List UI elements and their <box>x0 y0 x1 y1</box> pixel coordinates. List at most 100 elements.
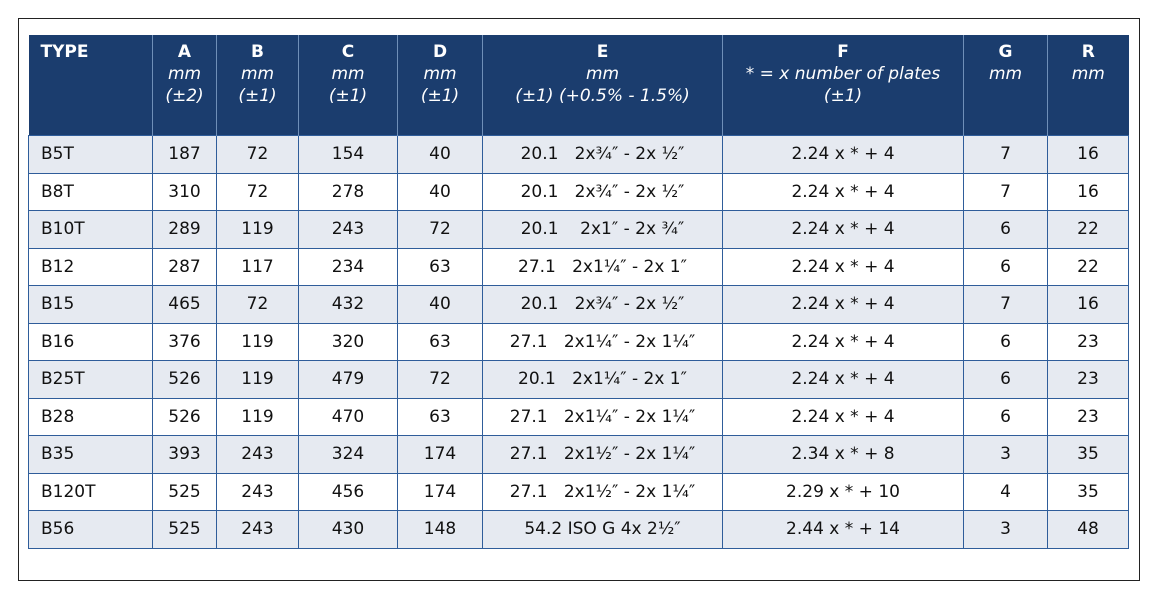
value-cell: 20.1 2x¾″ - 2x ½″ <box>482 172 723 211</box>
table-row: B25T 526 119 479 72 20.1 2x1¼″ - 2x 1″ 2.24 x … <box>28 360 1129 399</box>
column-unit: mm <box>1071 64 1105 84</box>
column-title: A <box>177 42 192 62</box>
table-body: B5T 187 72 154 40 20.1 2x¾″ - 2x ½″ 2.24 x * +… <box>28 135 1129 549</box>
value-cell: 2.29 x * + 10 <box>722 472 964 511</box>
value-cell: 479 <box>298 360 398 399</box>
value-cell: 7 <box>963 172 1048 211</box>
value-cell: 470 <box>298 397 398 436</box>
value-cell: 27.1 2x1½″ - 2x 1¼″ <box>482 472 723 511</box>
value-cell: 6 <box>963 210 1048 249</box>
value-cell: 16 <box>1047 172 1129 211</box>
frame <box>18 18 1140 581</box>
table-row: B28 526 119 470 63 27.1 2x1¼″ - 2x 1¼″ 2.24 x … <box>28 397 1129 436</box>
value-cell: 27.1 2x1¼″ - 2x 1¼″ <box>482 322 723 361</box>
value-cell: 23 <box>1047 397 1129 436</box>
value-cell: 525 <box>152 472 217 511</box>
value-cell: 63 <box>397 322 483 361</box>
value-cell: 526 <box>152 397 217 436</box>
value-cell: 72 <box>216 285 299 324</box>
value-cell: 278 <box>298 172 398 211</box>
value-cell: 20.1 2x1″ - 2x ¾″ <box>482 210 723 249</box>
column-unit: (±1) (+0.5% - 1.5%) <box>515 86 690 106</box>
table-row: B10T 289 119 243 72 20.1 2x1″ - 2x ¾″ 2.24 x *… <box>28 210 1129 249</box>
value-cell: 40 <box>397 285 483 324</box>
value-cell: 35 <box>1047 435 1129 474</box>
value-cell: 72 <box>397 360 483 399</box>
type-cell: B8T <box>28 172 153 211</box>
value-cell: 23 <box>1047 322 1129 361</box>
value-cell: 289 <box>152 210 217 249</box>
column-title: G <box>998 42 1013 62</box>
value-cell: 7 <box>963 285 1048 324</box>
value-cell: 526 <box>152 360 217 399</box>
type-cell: B10T <box>28 210 153 249</box>
value-cell: 72 <box>397 210 483 249</box>
value-cell: 243 <box>216 510 299 549</box>
value-cell: 2.24 x * + 4 <box>722 322 964 361</box>
value-cell: 393 <box>152 435 217 474</box>
value-cell: 63 <box>397 397 483 436</box>
value-cell: 234 <box>298 247 398 286</box>
value-cell: 2.24 x * + 4 <box>722 135 964 174</box>
value-cell: 174 <box>397 435 483 474</box>
column-header: F * = x number of plates (±1) <box>722 35 964 136</box>
value-cell: 72 <box>216 135 299 174</box>
value-cell: 154 <box>298 135 398 174</box>
value-cell: 40 <box>397 172 483 211</box>
column-unit: (±1) <box>238 86 277 106</box>
table-row: B120T 525 243 456 174 27.1 2x1½″ - 2x 1¼″ 2.29… <box>28 472 1129 511</box>
type-cell: B16 <box>28 322 153 361</box>
value-cell: 2.34 x * + 8 <box>722 435 964 474</box>
type-cell: B12 <box>28 247 153 286</box>
value-cell: 16 <box>1047 135 1129 174</box>
column-title: F <box>837 42 849 62</box>
type-cell: B5T <box>28 135 153 174</box>
value-cell: 2.24 x * + 4 <box>722 172 964 211</box>
value-cell: 525 <box>152 510 217 549</box>
value-cell: 54.2 ISO G 4x 2½″ <box>482 510 723 549</box>
type-cell: B56 <box>28 510 153 549</box>
type-cell: B25T <box>28 360 153 399</box>
table-row: B56 525 243 430 148 54.2 ISO G 4x 2½″ 2.44 x *… <box>28 510 1129 549</box>
column-unit: mm <box>423 64 457 84</box>
value-cell: 6 <box>963 247 1048 286</box>
value-cell: 4 <box>963 472 1048 511</box>
type-cell: B15 <box>28 285 153 324</box>
value-cell: 35 <box>1047 472 1129 511</box>
column-unit: mm <box>585 64 620 84</box>
value-cell: 430 <box>298 510 398 549</box>
table-row: B12 287 117 234 63 27.1 2x1¼″ - 2x 1″ 2.24 x *… <box>28 247 1129 286</box>
value-cell: 119 <box>216 397 299 436</box>
column-title: R <box>1081 42 1095 62</box>
value-cell: 243 <box>216 435 299 474</box>
value-cell: 20.1 2x¾″ - 2x ½″ <box>482 135 723 174</box>
column-unit: (±1) <box>328 86 368 106</box>
type-cell: B28 <box>28 397 153 436</box>
value-cell: 6 <box>963 322 1048 361</box>
value-cell: 27.1 2x1½″ - 2x 1¼″ <box>482 435 723 474</box>
table-row: B16 376 119 320 63 27.1 2x1¼″ - 2x 1¼″ 2.24 x … <box>28 322 1129 361</box>
value-cell: 456 <box>298 472 398 511</box>
value-cell: 2.24 x * + 4 <box>722 247 964 286</box>
value-cell: 2.24 x * + 4 <box>722 285 964 324</box>
column-title: D <box>432 42 448 62</box>
column-unit: * = x number of plates <box>745 64 941 84</box>
value-cell: 63 <box>397 247 483 286</box>
value-cell: 174 <box>397 472 483 511</box>
value-cell: 16 <box>1047 285 1129 324</box>
value-cell: 2.44 x * + 14 <box>722 510 964 549</box>
value-cell: 20.1 2x¾″ - 2x ½″ <box>482 285 723 324</box>
value-cell: 465 <box>152 285 217 324</box>
value-cell: 3 <box>963 435 1048 474</box>
type-cell: B35 <box>28 435 153 474</box>
column-title: B <box>251 42 264 62</box>
value-cell: 324 <box>298 435 398 474</box>
column-unit: mm <box>988 64 1023 84</box>
column-unit: (±1) <box>823 86 863 106</box>
type-cell: B120T <box>28 472 153 511</box>
